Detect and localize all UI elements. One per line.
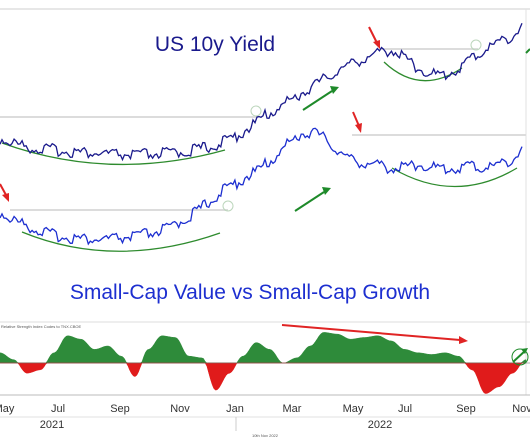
green-arrow-1: [302, 86, 339, 111]
indicator-area-positive: [0, 332, 527, 364]
breakout-circle-2: [470, 39, 482, 51]
x-tick-label: Nov: [170, 403, 190, 415]
x-tick-label: Sep: [110, 403, 130, 415]
small-cap-title: Small-Cap Value vs Small-Cap Growth: [70, 281, 430, 304]
breakout-circle-3: [222, 200, 234, 212]
indicator-subtitle: Relative Strength Index Codes to TNX.CBO…: [1, 324, 82, 329]
x-tick-label: Jul: [51, 403, 65, 415]
green-recovery-arrow: [511, 348, 529, 366]
red-arrow-3: [0, 183, 9, 202]
small-cap-ratio-line: [0, 127, 523, 246]
green-arrow-3: [525, 48, 530, 54]
x-tick-label: Sep: [456, 403, 476, 415]
red-trend-arrow: [281, 324, 468, 344]
red-arrow-2: [352, 111, 362, 133]
us-10y-yield-line: [0, 22, 523, 162]
x-tick-label: Mar: [283, 403, 302, 415]
green-arrow-2: [294, 187, 331, 212]
x-tick-label: Nov: [512, 403, 530, 415]
x-tick-label: May: [343, 403, 364, 415]
year-label: 2022: [368, 419, 392, 431]
base-arc-3: [21, 231, 221, 252]
breakout-circle-1: [250, 105, 262, 117]
base-arc-2: [383, 61, 463, 82]
us-10y-yield-title: US 10y Yield: [155, 33, 275, 56]
footer-date: 10th Nov 2022: [252, 433, 279, 438]
red-arrow-1: [368, 26, 380, 49]
x-tick-label: Jan: [226, 403, 244, 415]
base-arc-4: [391, 167, 518, 188]
x-tick-label: Jul: [398, 403, 412, 415]
year-label: 2021: [40, 419, 64, 431]
x-tick-label: May: [0, 403, 15, 415]
